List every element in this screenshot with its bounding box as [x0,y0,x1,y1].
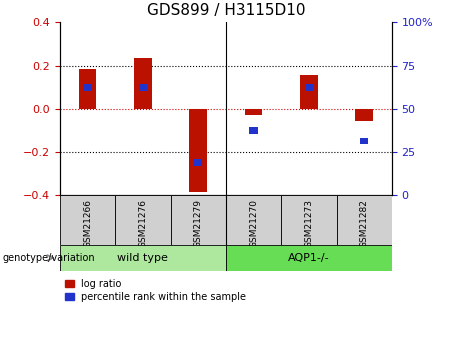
Bar [300,75,318,109]
Bar [305,83,313,90]
Bar [60,245,226,271]
Bar [79,69,96,109]
Bar [115,195,171,245]
Bar [226,195,281,245]
Bar [134,58,152,109]
Bar [83,83,92,90]
Text: GSM21270: GSM21270 [249,199,258,248]
Text: GSM21266: GSM21266 [83,199,92,248]
Title: GDS899 / H3115D10: GDS899 / H3115D10 [147,3,305,19]
Bar [337,195,392,245]
Text: GSM21282: GSM21282 [360,199,369,248]
Bar [360,138,368,145]
Bar [194,159,202,166]
Text: GSM21276: GSM21276 [138,199,148,248]
Bar [189,109,207,192]
Bar [139,83,147,90]
Text: genotype/variation: genotype/variation [2,253,95,263]
Legend: log ratio, percentile rank within the sample: log ratio, percentile rank within the sa… [65,279,246,302]
Bar [355,109,373,120]
Bar [281,195,337,245]
Bar [226,245,392,271]
Text: GSM21279: GSM21279 [194,199,203,248]
Bar [245,109,262,115]
Bar [171,195,226,245]
Text: wild type: wild type [118,253,168,263]
Text: AQP1-/-: AQP1-/- [288,253,330,263]
Bar [60,195,115,245]
Bar [249,127,258,134]
Text: GSM21273: GSM21273 [304,199,313,248]
